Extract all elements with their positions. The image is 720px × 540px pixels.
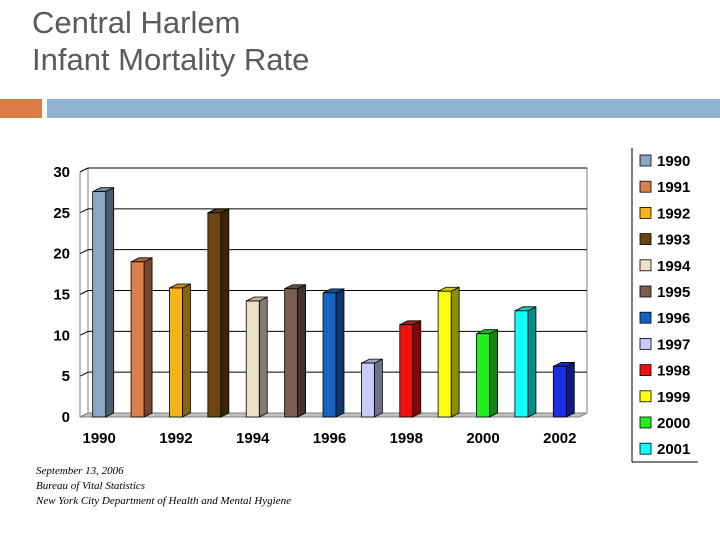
y-tick-label: 5 — [62, 368, 70, 385]
y-tick-label: 15 — [53, 287, 70, 304]
bar-side-2001 — [527, 306, 537, 418]
legend-swatch-1993 — [639, 233, 652, 246]
title-line-1: Central Harlem — [32, 5, 241, 40]
gridline-depth — [79, 371, 89, 377]
footnote: September 13, 2006 Bureau of Vital Stati… — [36, 464, 291, 509]
legend-swatch-1990 — [639, 154, 652, 167]
gridline-depth — [79, 167, 89, 173]
y-tick-label: 0 — [62, 409, 70, 426]
x-tick-label: 1998 — [390, 430, 423, 447]
y-tick-label: 10 — [53, 327, 70, 344]
bar-side-1995 — [297, 284, 307, 418]
legend-label-1997: 1997 — [657, 336, 690, 353]
legend-label-1993: 1993 — [657, 232, 690, 249]
x-tick-label: 1994 — [236, 430, 270, 447]
legend-label-1999: 1999 — [657, 389, 690, 406]
x-tick-label: 1996 — [313, 430, 346, 447]
footnote-department: New York City Department of Health and M… — [36, 495, 292, 507]
bar-side-1994 — [258, 296, 268, 418]
legend-swatch-2000 — [639, 416, 652, 429]
x-tick-label: 2000 — [466, 430, 499, 447]
slide-title: Central Harlem Infant Mortality Rate — [32, 4, 309, 78]
bar-1999 — [437, 290, 452, 418]
legend-swatch-1995 — [639, 285, 652, 298]
bar-side-2000 — [489, 329, 498, 418]
gridline-depth — [79, 208, 89, 214]
legend-label-1998: 1998 — [657, 363, 690, 380]
legend-swatch-2001 — [639, 442, 652, 455]
bar-side-1998 — [412, 320, 422, 418]
bar-1990 — [92, 191, 107, 418]
bar-1998 — [399, 324, 414, 418]
accent-bar-orange — [0, 99, 42, 118]
bar-2001 — [514, 310, 529, 418]
legend — [632, 148, 698, 462]
gridline-depth — [79, 249, 89, 255]
legend-swatch-1998 — [639, 364, 652, 377]
bar-side-1993 — [220, 208, 230, 418]
bar-1995 — [284, 288, 299, 418]
legend-swatch-1996 — [639, 311, 652, 324]
legend-label-1996: 1996 — [657, 310, 690, 327]
legend-swatch-1999 — [639, 390, 652, 403]
bar-1991 — [130, 261, 145, 418]
legend-swatch-1991 — [639, 180, 652, 193]
bar-2002 — [552, 365, 567, 418]
footnote-bureau: Bureau of Vital Statistics — [36, 480, 146, 492]
bar-side-1992 — [182, 283, 191, 418]
bar-side-2002 — [565, 361, 575, 418]
title-line-2: Infant Mortality Rate — [32, 42, 310, 77]
legend-swatch-1992 — [639, 206, 652, 219]
legend-label-1990: 1990 — [657, 153, 690, 170]
y-tick-label: 30 — [53, 164, 70, 181]
gridline-depth — [79, 330, 89, 336]
x-tick-label: 1992 — [159, 430, 192, 447]
bar-side-1999 — [450, 286, 460, 418]
bar-side-1990 — [105, 186, 115, 418]
legend-label-1994: 1994 — [657, 258, 691, 275]
bar-side-1997 — [373, 358, 383, 418]
legend-label-1995: 1995 — [657, 284, 690, 301]
legend-label-1991: 1991 — [657, 179, 690, 196]
x-tick-label: 1990 — [83, 430, 116, 447]
bar-1996 — [322, 292, 337, 418]
gridline-depth — [79, 290, 89, 295]
y-tick-label: 25 — [53, 205, 70, 222]
legend-label-1992: 1992 — [657, 205, 690, 222]
bar-1992 — [169, 287, 183, 418]
bar-side-1996 — [335, 288, 345, 418]
bar-2000 — [476, 333, 490, 418]
footnote-date: September 13, 2006 — [36, 465, 124, 477]
legend-swatch-1994 — [639, 259, 652, 272]
legend-label-2000: 2000 — [657, 415, 690, 432]
legend-swatch-1997 — [639, 337, 652, 350]
bar-1997 — [360, 362, 375, 418]
bar-1993 — [207, 212, 222, 418]
accent-bar-blue — [47, 99, 720, 118]
bar-side-1991 — [143, 257, 153, 418]
legend-label-2001: 2001 — [657, 441, 690, 458]
x-tick-label: 2002 — [543, 430, 576, 447]
y-tick-label: 20 — [53, 246, 70, 263]
bar-1994 — [245, 300, 260, 418]
